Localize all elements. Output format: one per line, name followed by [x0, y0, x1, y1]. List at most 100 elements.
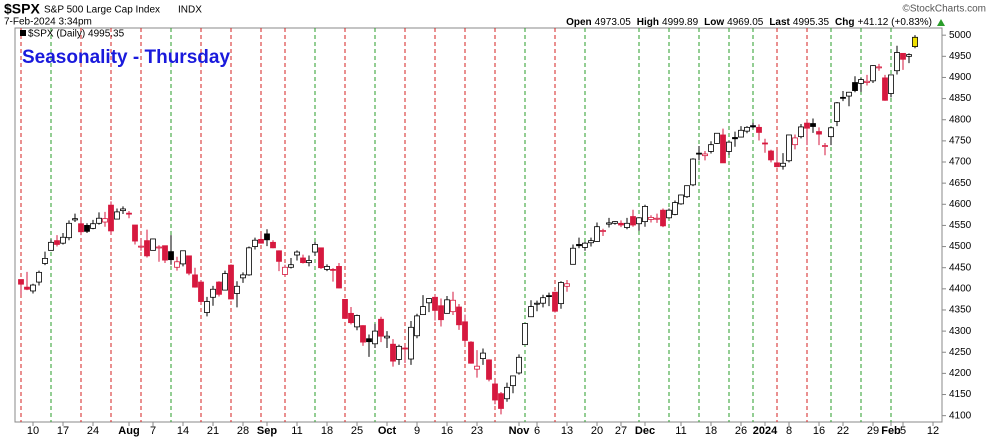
y-tick-label: 4350	[949, 305, 972, 316]
candle-body	[204, 301, 210, 313]
candle-body	[372, 330, 378, 345]
x-tick-label: 5	[900, 425, 906, 437]
candle-body	[24, 286, 30, 290]
candle-body	[630, 216, 636, 226]
candle-body	[672, 202, 678, 215]
candle-body	[684, 185, 690, 198]
candle-body	[180, 250, 186, 265]
x-tick-label: 11	[291, 425, 302, 437]
candle-body	[738, 129, 744, 138]
candle-body	[498, 393, 504, 409]
candle-body	[144, 240, 150, 257]
candle-body	[678, 194, 684, 205]
candle-body	[216, 281, 222, 295]
y-tick-label: 4600	[949, 199, 972, 210]
candle-body	[648, 216, 654, 220]
candle-body	[120, 208, 126, 212]
candle-body	[624, 222, 630, 228]
candle-body	[870, 65, 876, 82]
x-tick-label: 17	[57, 425, 69, 437]
candle-body	[96, 217, 102, 224]
candle-body	[906, 54, 912, 57]
candle-body	[306, 260, 312, 264]
candle-body	[582, 242, 588, 248]
candle-body	[354, 315, 360, 328]
candle-body	[516, 356, 522, 374]
quote-value: +41.12 (+0.83%)	[858, 17, 933, 28]
x-tick-label: 22	[837, 425, 849, 437]
legend-swatch	[20, 30, 26, 36]
candle-body	[420, 306, 426, 316]
candle-body	[72, 218, 78, 221]
candle-body	[846, 91, 852, 97]
y-tick-label: 4150	[949, 389, 972, 400]
candle-body	[732, 137, 738, 140]
legend: $SPX (Daily) 4995.35	[28, 29, 125, 40]
candle-body	[366, 338, 372, 343]
candle-body	[858, 79, 864, 84]
y-tick-label: 4400	[949, 283, 972, 294]
candle-body	[318, 247, 324, 269]
x-tick-label: 26	[735, 425, 747, 437]
quote-label: Last	[769, 17, 790, 28]
candle-body	[600, 230, 606, 232]
candle-body	[300, 257, 306, 264]
candle-body	[18, 279, 24, 285]
candle-body	[522, 323, 528, 346]
candle-body	[54, 240, 60, 245]
candle-body	[294, 251, 300, 256]
y-tick-label: 4650	[949, 178, 972, 189]
x-tick-label: 9	[414, 425, 420, 437]
quote-value: 4973.05	[595, 17, 632, 28]
x-tick-label: 6	[534, 425, 540, 437]
x-tick-label: Oct	[378, 425, 397, 437]
quote-value: 4995.35	[793, 17, 830, 28]
candle-body	[378, 318, 384, 337]
x-tick-label: 11	[675, 425, 686, 437]
candle-body	[348, 312, 354, 324]
y-tick-label: 4100	[949, 410, 972, 421]
candle-body	[102, 218, 108, 223]
y-tick-label: 4950	[949, 51, 972, 62]
y-tick-label: 4450	[949, 262, 972, 273]
x-tick-label: 21	[207, 425, 219, 437]
candle-body	[402, 347, 408, 350]
chart-title: Seasonality - Thursday	[22, 47, 230, 68]
candle-body	[690, 158, 696, 186]
candle-body	[786, 134, 792, 162]
candle-body	[636, 217, 642, 225]
y-tick-label: 4200	[949, 368, 972, 379]
candle-body	[588, 240, 594, 244]
candle-body	[390, 343, 396, 362]
candle-body	[444, 299, 450, 314]
candle-body	[504, 386, 510, 400]
candle-body	[282, 266, 288, 275]
candle-body	[528, 306, 534, 318]
candle-body	[888, 74, 894, 94]
quote-value: 4969.05	[727, 17, 764, 28]
candle-body	[642, 205, 648, 223]
candle-body	[756, 126, 762, 133]
candle-body	[246, 247, 252, 276]
x-tick-label: 16	[813, 425, 825, 437]
candle-body	[66, 222, 72, 239]
candle-body	[570, 247, 576, 265]
candle-body	[576, 244, 582, 247]
candle-body	[414, 315, 420, 337]
candle-body	[480, 352, 486, 359]
candle-body	[882, 77, 888, 101]
candle-body	[432, 296, 438, 311]
x-tick-label: 2024	[753, 425, 778, 437]
candle-body	[564, 283, 570, 287]
candle-body	[792, 137, 798, 146]
y-tick-label: 4550	[949, 220, 972, 231]
candle-body	[780, 162, 786, 167]
candle-body	[492, 383, 498, 401]
candle-body	[720, 134, 726, 164]
candle-body	[336, 266, 342, 289]
candle-body	[138, 245, 144, 248]
candle-body	[468, 341, 474, 364]
candle-body	[258, 238, 264, 244]
candle-body	[900, 52, 906, 60]
candle-body	[840, 96, 846, 99]
